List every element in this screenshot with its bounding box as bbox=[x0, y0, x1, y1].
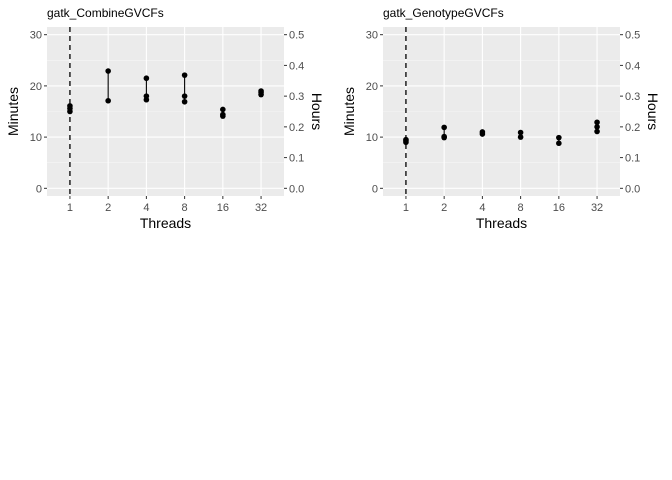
x-tick-label: 32 bbox=[255, 202, 267, 214]
x-tick-label: 16 bbox=[553, 202, 565, 214]
y-tick-label: 30 bbox=[30, 30, 42, 42]
data-point bbox=[220, 106, 226, 113]
y2-axis-title: Hours bbox=[645, 93, 661, 130]
data-point bbox=[556, 134, 562, 141]
y2-tick-label: 0.4 bbox=[625, 60, 640, 72]
data-point bbox=[220, 111, 226, 118]
x-axis-title: Threads bbox=[476, 215, 527, 231]
y-tick-label: 10 bbox=[366, 132, 378, 144]
x-tick-label: 2 bbox=[441, 202, 447, 214]
panel-title: gatk_GenotypeGVCFs bbox=[383, 6, 504, 20]
data-point bbox=[181, 98, 188, 105]
y-tick-label: 0 bbox=[36, 183, 42, 195]
y2-tick-label: 0.0 bbox=[289, 183, 304, 195]
x-tick-label: 8 bbox=[518, 202, 524, 214]
y2-tick-label: 0.1 bbox=[289, 153, 304, 165]
data-point bbox=[594, 119, 600, 126]
data-point bbox=[143, 93, 150, 99]
x-tick-label: 32 bbox=[591, 202, 603, 214]
y2-tick-label: 0.2 bbox=[289, 122, 304, 134]
data-point bbox=[441, 124, 447, 131]
x-tick-label: 4 bbox=[143, 202, 149, 214]
y2-tick-label: 0.3 bbox=[289, 91, 304, 103]
y2-tick-label: 0.0 bbox=[625, 183, 640, 195]
chart-panel: 0 10 20 30 1 2 4 8 16 32 0.0 0.1 0.2 0.3 0.4 0.5 gatk_Co… bbox=[5, 6, 325, 231]
x-axis-title: Threads bbox=[140, 215, 191, 231]
panel-title: gatk_CombineGVCFs bbox=[47, 6, 164, 20]
data-point bbox=[105, 97, 111, 104]
x-tick-label: 16 bbox=[217, 202, 229, 214]
data-point bbox=[258, 88, 264, 94]
y2-tick-label: 0.5 bbox=[625, 30, 640, 42]
data-point bbox=[67, 103, 73, 109]
y-tick-label: 30 bbox=[366, 30, 378, 42]
data-point bbox=[594, 124, 600, 130]
y2-tick-label: 0.3 bbox=[625, 91, 640, 103]
y-tick-label: 0 bbox=[372, 183, 378, 195]
x-tick-label: 2 bbox=[105, 202, 111, 214]
x-tick-label: 4 bbox=[479, 202, 485, 214]
x-tick-label: 1 bbox=[403, 202, 409, 214]
data-point bbox=[479, 129, 486, 135]
data-point bbox=[441, 133, 447, 140]
data-point bbox=[105, 68, 111, 74]
data-point bbox=[403, 136, 409, 143]
data-point bbox=[517, 134, 524, 140]
y-tick-label: 10 bbox=[30, 132, 42, 144]
y-tick-label: 20 bbox=[30, 81, 42, 93]
y-axis-title: Minutes bbox=[341, 87, 357, 136]
data-point bbox=[143, 75, 150, 82]
y2-tick-label: 0.5 bbox=[289, 30, 304, 42]
y-axis-title: Minutes bbox=[5, 87, 21, 136]
y2-tick-label: 0.1 bbox=[625, 153, 640, 165]
chart-panel: 0 10 20 30 1 2 4 8 16 32 0.0 0.1 0.2 0.3 0.4 0.5 gatk_Ge… bbox=[341, 6, 661, 231]
data-point bbox=[517, 129, 524, 136]
data-point bbox=[181, 72, 188, 78]
x-tick-label: 8 bbox=[182, 202, 188, 214]
y2-tick-label: 0.2 bbox=[625, 122, 640, 134]
data-point bbox=[556, 140, 562, 147]
x-tick-label: 1 bbox=[67, 202, 73, 214]
y2-tick-label: 0.4 bbox=[289, 60, 304, 72]
y2-axis-title: Hours bbox=[309, 93, 325, 130]
data-point bbox=[594, 128, 600, 135]
data-point bbox=[181, 93, 188, 99]
y-tick-label: 20 bbox=[366, 81, 378, 93]
